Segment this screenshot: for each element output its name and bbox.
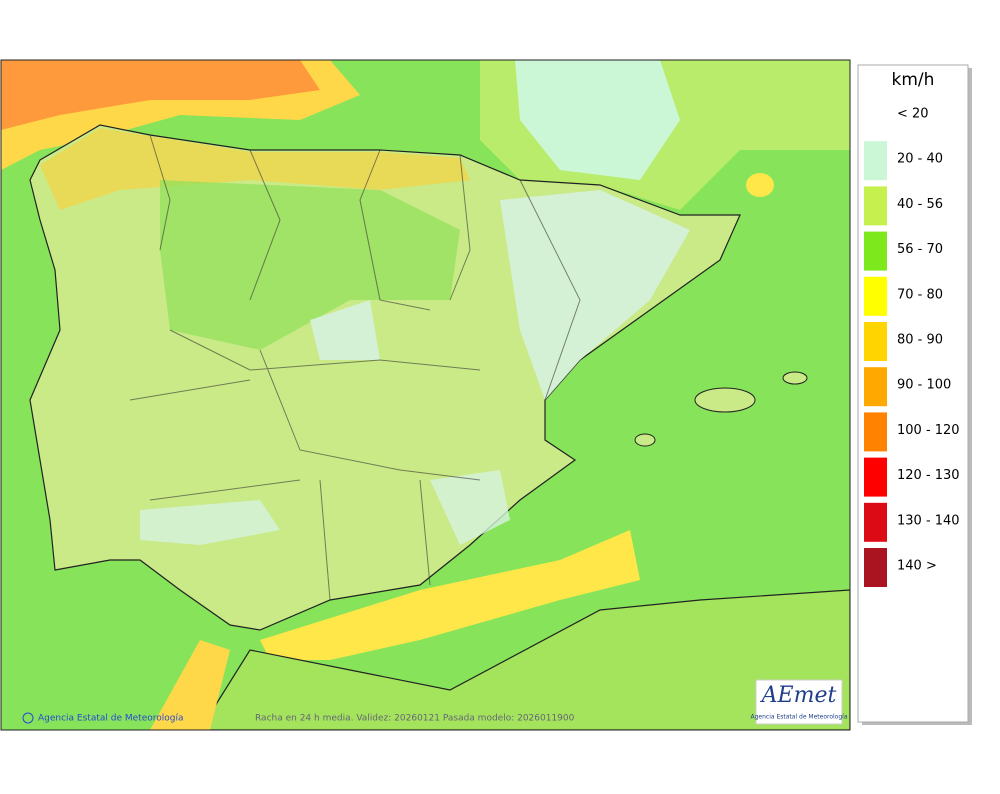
ibiza — [634, 433, 656, 447]
legend-label: 130 - 140 — [897, 513, 960, 528]
mallorca — [694, 387, 756, 413]
logo-box — [755, 679, 843, 725]
menorca — [782, 371, 808, 385]
legend: < 20 20 - 40 40 - 56 56 - 70 70 - 80 80 - 90 9… — [864, 107, 960, 587]
legend-label: 120 - 130 — [897, 468, 960, 483]
south-calm — [140, 500, 280, 545]
legend-label: < 20 — [897, 107, 929, 122]
legend-label: 100 - 120 — [897, 423, 960, 438]
legend-label: 20 - 40 — [897, 152, 943, 167]
legend-swatch — [864, 322, 887, 361]
southeast-calm — [430, 470, 510, 545]
legend-label: 40 - 56 — [897, 197, 943, 212]
madrid-calm — [310, 300, 380, 360]
legend-swatch — [864, 141, 887, 181]
alboran-gusts — [260, 530, 640, 660]
logo-subtitle: Agencia Estatal de Meteorología — [751, 714, 848, 721]
legend-label: 70 - 80 — [897, 287, 943, 302]
map-frame — [0, 59, 851, 731]
legend-swatch — [864, 186, 887, 226]
caption: Racha en 24 h media. Validez: 20260121 P… — [255, 714, 575, 724]
credit: Agencia Estatal de Meteorología — [38, 714, 184, 724]
legend-label: 80 - 90 — [897, 333, 943, 348]
atlantic-gusts — [150, 640, 230, 730]
legend-swatch — [864, 276, 887, 316]
map: Agencia Estatal de Meteorología Racha en… — [1, 60, 850, 730]
calm-zone — [515, 60, 680, 180]
orange-zone — [1, 60, 320, 130]
north-coast-gusts — [40, 128, 470, 210]
legend-swatch — [864, 502, 887, 542]
legend-swatch — [864, 548, 887, 587]
copyright-icon — [22, 712, 34, 724]
green-zone — [160, 180, 460, 350]
ebro-calm — [500, 190, 690, 400]
legend-label: 140 > — [897, 559, 937, 574]
gulf-gusts — [746, 173, 774, 197]
legend-unit: km/h — [892, 70, 935, 90]
legend-swatch — [864, 367, 887, 407]
logo: AEmet — [760, 683, 837, 708]
legend-swatch — [864, 457, 887, 497]
legend-label: 90 - 100 — [897, 378, 951, 393]
legend-swatch — [864, 412, 887, 452]
legend-label: 56 - 70 — [897, 242, 943, 257]
africa — [199, 589, 850, 730]
legend-swatch — [864, 231, 887, 271]
region-borders — [129, 134, 581, 601]
